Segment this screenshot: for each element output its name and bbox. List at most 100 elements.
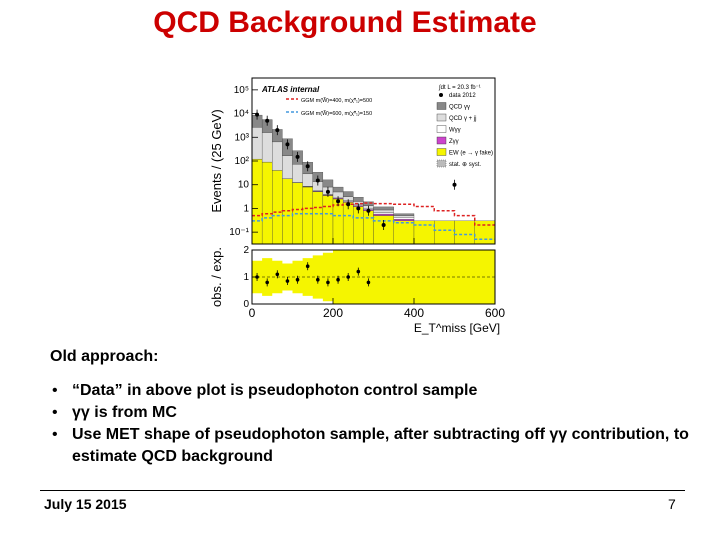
data-point: [356, 206, 361, 211]
legend-label: QCD γ + jj: [449, 116, 477, 122]
ratio-point: [326, 280, 330, 285]
stack-bar: [272, 170, 283, 245]
legend-label: data 2012: [449, 93, 476, 99]
bullet-text: Use MET shape of pseudophoton sample, af…: [72, 426, 689, 465]
ratio-point: [366, 280, 371, 285]
y-tick-label: 10³: [235, 132, 250, 143]
stack-bar: [332, 186, 344, 193]
stack-bar: [312, 191, 324, 245]
ratio-point: [285, 279, 290, 283]
y-axis-label: Events / (25 GeV): [209, 109, 224, 212]
ratio-point: [295, 277, 300, 282]
ratio-point: [336, 277, 340, 282]
bullet-item: • “Data” in above plot is pseudophoton c…: [52, 380, 692, 402]
stack-bar: [251, 158, 263, 245]
stack-bar: [373, 213, 394, 216]
legend-label: EW (e → γ fake): [449, 151, 493, 157]
ratio-point: [265, 280, 269, 285]
ratio-point: [346, 275, 350, 279]
approach-heading: Old approach:: [50, 348, 159, 365]
stack-bar: [282, 155, 293, 179]
y-tick-label: 10⁻¹: [229, 227, 249, 238]
stack-bar: [454, 220, 475, 245]
legend-label: Zγγ: [449, 139, 459, 145]
bullet-item: • Use MET shape of pseudophoton sample, …: [52, 424, 692, 468]
stack-bar: [393, 217, 415, 220]
ratio-point: [255, 275, 259, 279]
ratio-tick-label: 0: [243, 299, 249, 310]
data-point: [285, 142, 290, 147]
stack-bar: [292, 164, 303, 183]
bullet-marker: •: [52, 404, 58, 421]
bullet-item: • γγ is from MC: [52, 402, 692, 424]
x-tick-label: 200: [323, 306, 343, 320]
signal-line-0: [252, 202, 495, 226]
x-tick-label: 0: [249, 306, 256, 320]
data-point: [315, 178, 320, 183]
ratio-axis-label: obs. / exp.: [209, 247, 224, 307]
legend-swatch: [436, 136, 447, 145]
data-point: [295, 154, 300, 159]
legend-swatch: [436, 159, 447, 168]
stack-bar: [393, 219, 415, 221]
legend-swatch: [436, 113, 447, 122]
y-tick-label: 10⁴: [234, 109, 249, 120]
stack-bar: [302, 186, 313, 245]
stack-bar: [393, 215, 415, 219]
lumi-label: ∫dt L = 20.3 fb⁻¹: [438, 84, 481, 91]
stack-bar: [322, 195, 334, 245]
data-point: [381, 223, 386, 228]
stack-bar: [251, 127, 263, 160]
legend-swatch: [436, 102, 447, 110]
slide-title: QCD Background Estimate: [153, 6, 537, 39]
y-tick-label: 10²: [235, 156, 250, 167]
data-point: [366, 208, 371, 213]
data-point: [275, 128, 280, 133]
x-tick-label: 400: [404, 306, 424, 320]
bullet-marker: •: [52, 426, 58, 443]
ratio-tick-label: 1: [243, 272, 249, 283]
bullet-text: “Data” in above plot is pseudophoton con…: [72, 382, 478, 399]
stack-bar: [373, 212, 394, 215]
data-point: [452, 182, 457, 187]
data-point: [336, 199, 341, 204]
atlas-label: ATLAS internal: [261, 85, 320, 94]
stack-bar: [373, 209, 394, 213]
stack-bar: [373, 206, 394, 211]
bullet-marker: •: [52, 382, 58, 399]
ratio-point: [316, 277, 320, 282]
stack-bar: [363, 201, 374, 206]
met-plot: 10⁻¹ 1 1 0 10² 10³ 10⁴ 10⁵ ATLAS internal ∫dt L =…: [205, 68, 505, 336]
x-axis-label: E_T^miss [GeV]: [414, 321, 500, 335]
legend-label: Wγγ: [449, 128, 461, 134]
ratio-tick-label: 2: [243, 245, 249, 256]
data-point: [346, 202, 351, 207]
stack-bar: [261, 161, 273, 245]
ratio-point: [356, 269, 361, 274]
footer-date: July 15 2015: [44, 496, 127, 512]
x-tick-label: 600: [485, 306, 505, 320]
stack-bar: [342, 191, 354, 197]
data-point: [325, 189, 330, 194]
footer-divider: [40, 490, 685, 491]
data-point: [305, 164, 310, 169]
legend-swatch: [436, 148, 447, 156]
y-tick-label: 1: [243, 203, 249, 214]
stack-bar: [272, 141, 283, 171]
legend-label: QCD γγ: [449, 105, 470, 111]
signal-line-1: [252, 212, 495, 241]
stack-bar: [322, 179, 334, 188]
bullet-text: γγ is from MC: [72, 404, 177, 421]
stack-bar: [393, 220, 415, 245]
legend-swatch: [439, 93, 443, 97]
page-number: 7: [668, 496, 676, 512]
stack-layer-3: [251, 127, 415, 219]
stack-bar: [302, 173, 313, 187]
data-point: [265, 118, 270, 123]
ratio-point: [275, 272, 280, 277]
ratio-point: [305, 264, 310, 268]
stack-bar: [393, 213, 415, 216]
legend-label: GGM m(W̃)=600, m(χ̃⁰₁)=150: [301, 110, 372, 117]
y-tick-label: 10⁵: [234, 85, 249, 96]
legend-label: GGM m(W̃)=400, m(χ̃⁰₁)=500: [301, 97, 372, 104]
